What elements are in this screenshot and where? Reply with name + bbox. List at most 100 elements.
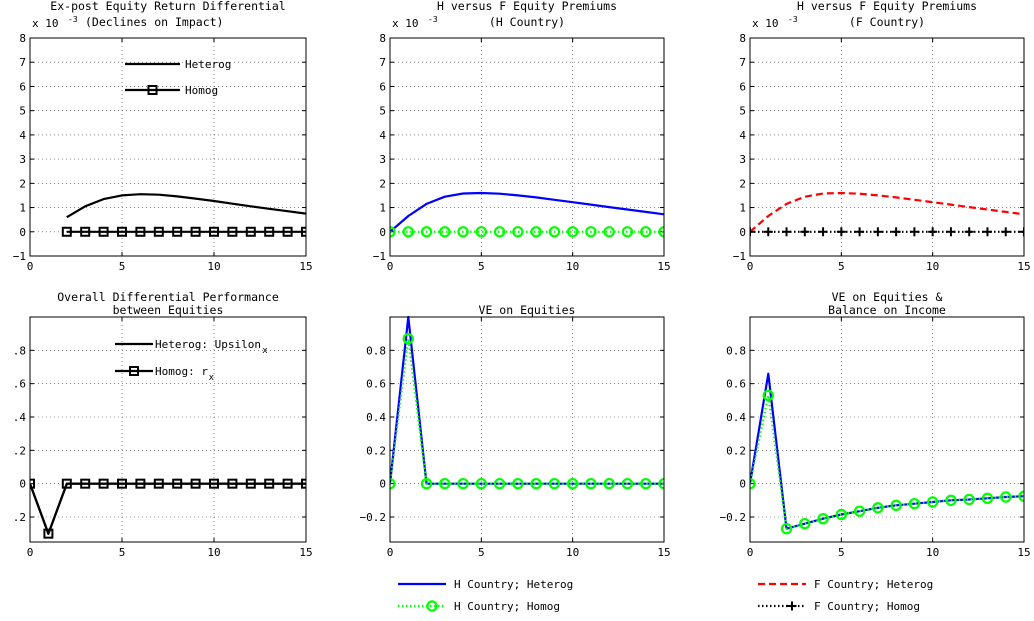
series-2 (61, 226, 306, 237)
legend-label: Heterog (185, 58, 231, 71)
x-tick-label: 0 (747, 546, 754, 559)
legend-marker (426, 600, 438, 612)
data-point (817, 512, 829, 525)
data-point (800, 227, 810, 237)
axis-exponent: x 10 (752, 17, 779, 30)
legend-label: Heterog: Upsilon (155, 338, 261, 351)
data-point (439, 477, 451, 490)
x-tick-label: 15 (657, 260, 670, 273)
data-point (512, 477, 524, 490)
data-point (1001, 227, 1011, 237)
axis-exponent-power: -3 (68, 15, 78, 24)
data-point (245, 478, 256, 489)
x-tick-label: 10 (207, 260, 220, 273)
series-2 (390, 226, 664, 238)
plot-background (390, 38, 664, 256)
data-point (762, 389, 774, 402)
y-tick-label: .2 (13, 511, 26, 524)
data-point (872, 502, 884, 514)
data-point (603, 477, 615, 490)
data-point (1018, 490, 1024, 502)
data-point (172, 478, 183, 489)
y-tick-label: .4 (13, 411, 27, 424)
data-point (658, 477, 664, 490)
x-tick-label: 0 (27, 546, 34, 559)
data-point (227, 226, 238, 237)
y-tick-label: 7 (19, 56, 26, 69)
data-point (853, 505, 866, 517)
y-tick-label: 4 (739, 129, 746, 142)
axis-exponent: x 10 (32, 17, 59, 30)
x-tick-label: 5 (119, 260, 126, 273)
plot-frame (749, 37, 1025, 257)
y-tick-label: −1 (373, 250, 386, 263)
y-tick-label: 3 (739, 153, 746, 166)
data-point (640, 226, 652, 238)
data-point (390, 477, 396, 490)
x-tick-label: 5 (838, 260, 845, 273)
data-point (493, 226, 506, 238)
y-tick-label: .6 (13, 378, 26, 391)
data-point (264, 226, 275, 237)
plot-frame (29, 37, 307, 257)
data-point (750, 227, 755, 237)
series-1 (390, 191, 664, 233)
data-point (621, 226, 634, 238)
data-point (530, 226, 542, 238)
plot-frame (29, 316, 307, 543)
data-point (621, 477, 634, 490)
y-tick-label: 2 (19, 177, 26, 190)
data-point (836, 227, 846, 237)
data-point (964, 227, 974, 237)
x-tick-label: 0 (27, 260, 34, 273)
data-point (457, 477, 469, 490)
data-point (890, 499, 902, 512)
data-point (475, 477, 488, 490)
data-point (135, 226, 146, 237)
data-point (926, 496, 939, 508)
legend-label: H Country; Homog (454, 600, 560, 613)
chart-title: H versus F Equity Premiums (797, 0, 977, 13)
data-point (227, 478, 238, 489)
data-point (301, 478, 306, 489)
legend-label: F Country; Homog (814, 600, 920, 613)
y-tick-label: 0.8 (366, 344, 386, 357)
chart-subtitle: between Equities (113, 303, 224, 317)
y-tick-label: 7 (379, 56, 386, 69)
series-1 (750, 191, 1024, 233)
y-tick-label: 4 (19, 129, 26, 142)
data-point (420, 477, 433, 490)
series-line-1 (750, 372, 1024, 530)
y-tick-label: 0.8 (726, 344, 746, 357)
x-tick-label: 15 (1017, 546, 1030, 559)
y-tick-label: 3 (19, 153, 26, 166)
y-tick-label: −1 (733, 250, 746, 263)
y-tick-label: 1 (739, 202, 746, 215)
chart-title: Ex-post Equity Return Differential (50, 0, 285, 13)
data-point (782, 227, 792, 237)
data-point (282, 478, 293, 489)
data-point (566, 477, 579, 490)
axis-exponent: x 10 (392, 17, 419, 30)
axis-exponent-power: -3 (428, 15, 438, 24)
data-point (98, 226, 109, 237)
data-point (548, 477, 561, 490)
y-tick-label: 0.6 (366, 378, 386, 391)
plot-frame (389, 37, 665, 257)
chart-subtitle: Balance on Income (828, 303, 946, 317)
data-point (61, 478, 72, 489)
y-tick-label: 0 (379, 478, 386, 491)
data-point (818, 227, 828, 237)
chart-title: VE on Equities & (832, 290, 943, 304)
data-point (548, 226, 561, 238)
data-point (780, 522, 793, 535)
x-tick-label: 0 (387, 260, 394, 273)
y-tick-label: 8 (739, 32, 746, 45)
data-point (928, 227, 938, 237)
legend-label: F Country; Heterog (814, 578, 933, 591)
data-point (153, 478, 164, 489)
y-tick-label: −1 (13, 250, 26, 263)
data-point (585, 477, 597, 490)
